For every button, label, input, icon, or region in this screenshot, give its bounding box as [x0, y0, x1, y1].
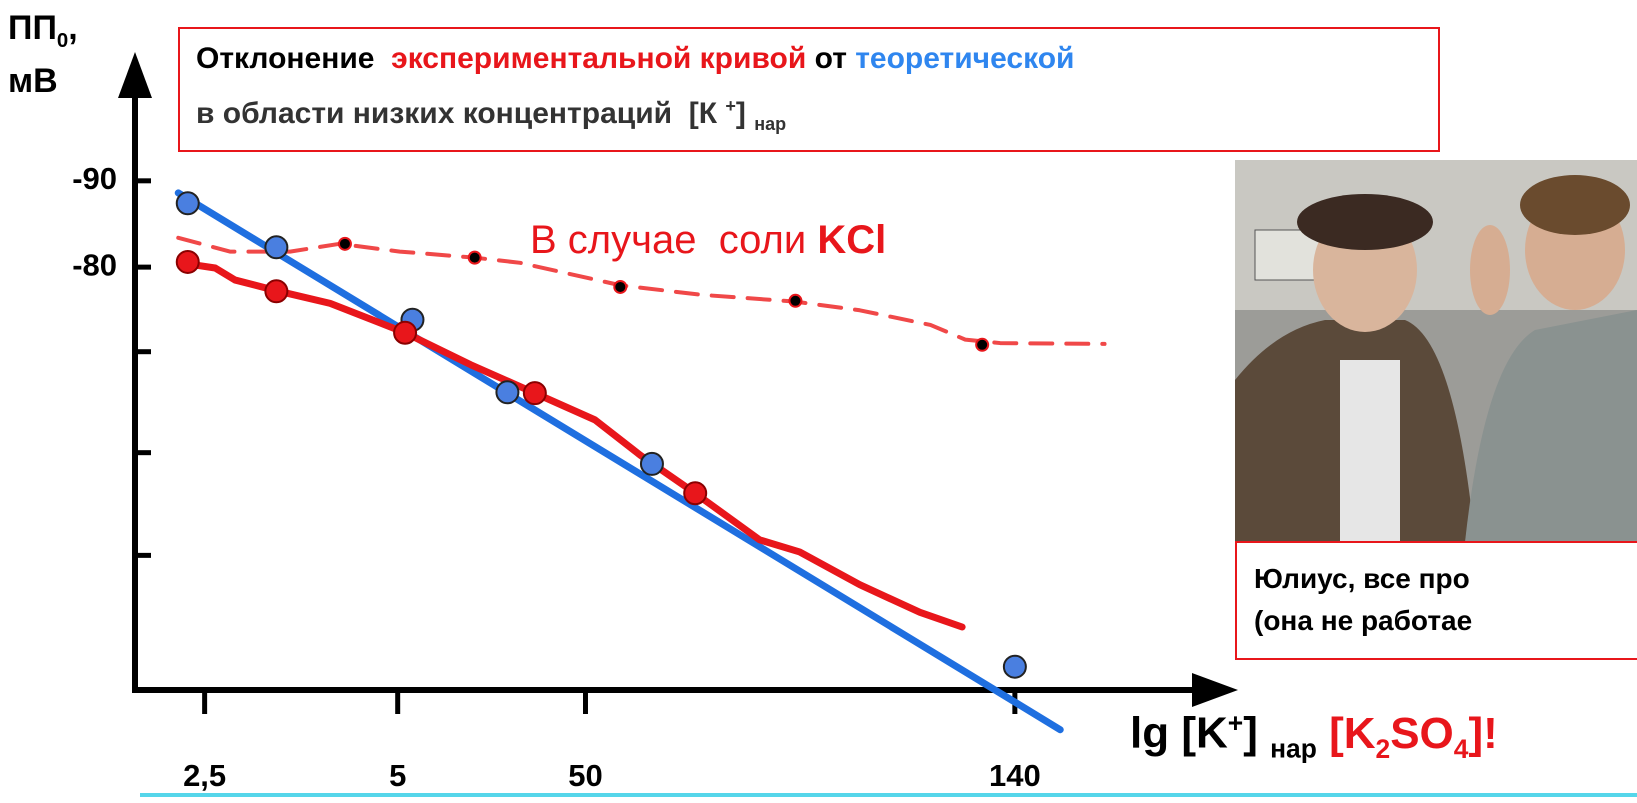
point [524, 382, 546, 404]
caption-line: Юлиус, все про [1254, 563, 1470, 594]
point [394, 322, 416, 344]
x-label-part: [K [1329, 709, 1375, 758]
point [496, 381, 518, 403]
title-part: экспериментальной кривой [391, 42, 806, 75]
y-axis-label: ПП0, мВ [8, 8, 78, 101]
point [1004, 656, 1026, 678]
point [265, 280, 287, 302]
annotation-part: KCl [817, 218, 886, 262]
x-label-part: ]! [1468, 709, 1497, 758]
line [178, 193, 1060, 730]
point [641, 453, 663, 475]
line [180, 263, 962, 627]
y-label-part: мВ [8, 62, 58, 100]
caption-line: (она не работае [1254, 605, 1472, 636]
point [177, 251, 199, 273]
title: Отклонение экспериментальной кривой от т… [196, 42, 1074, 76]
bottom-rule [140, 793, 1637, 797]
point [469, 252, 481, 264]
subtitle-part: + [725, 96, 736, 116]
y-axis-arrow [118, 52, 152, 98]
caption: Юлиус, все про (она не работае [1254, 558, 1472, 642]
title-part: теоретической [855, 42, 1074, 75]
y-tick-label: -80 [72, 247, 117, 282]
y-label-part: ПП [8, 9, 57, 47]
point [177, 192, 199, 214]
x-label-part: 4 [1454, 733, 1469, 763]
x-label-part: нар [1270, 733, 1317, 763]
x-label-part: SO [1390, 709, 1454, 758]
x-axis-label: lg [K+] нар [K2SO4]! [1130, 708, 1498, 764]
x-label-part: 2 [1376, 733, 1391, 763]
point [339, 238, 351, 250]
y-label-part: , [68, 9, 77, 47]
title-part: от [815, 42, 847, 75]
x-label-part: ] [1243, 709, 1270, 758]
slide: -90 -80 2,5 5 50 140 Отклонение экспериментал… [0, 0, 1637, 803]
point [684, 482, 706, 504]
x-tick-label: 140 [989, 758, 1041, 793]
point [789, 295, 801, 307]
subtitle-part: нар [754, 114, 786, 134]
x-tick-label: 5 [389, 758, 406, 793]
x-tick-label: 2,5 [183, 758, 226, 793]
point [976, 339, 988, 351]
point [265, 236, 287, 258]
annotation: В случае соли KCl [530, 218, 886, 263]
subtitle: в области низких концентраций [К +] нар [196, 96, 786, 135]
subtitle-part: в области низких концентраций [К [196, 97, 725, 130]
x-axis-arrow [1192, 673, 1238, 707]
title-part: Отклонение [196, 42, 374, 75]
y-tick-label: -90 [72, 161, 117, 196]
annotation-part: В случае соли [530, 218, 817, 262]
x-label-part: lg [K [1130, 709, 1228, 758]
subtitle-part: ] [736, 97, 754, 130]
photo [1235, 160, 1637, 542]
x-label-part: + [1228, 708, 1243, 738]
y-label-part: 0 [57, 30, 68, 52]
point [614, 281, 626, 293]
x-tick-label: 50 [568, 758, 602, 793]
